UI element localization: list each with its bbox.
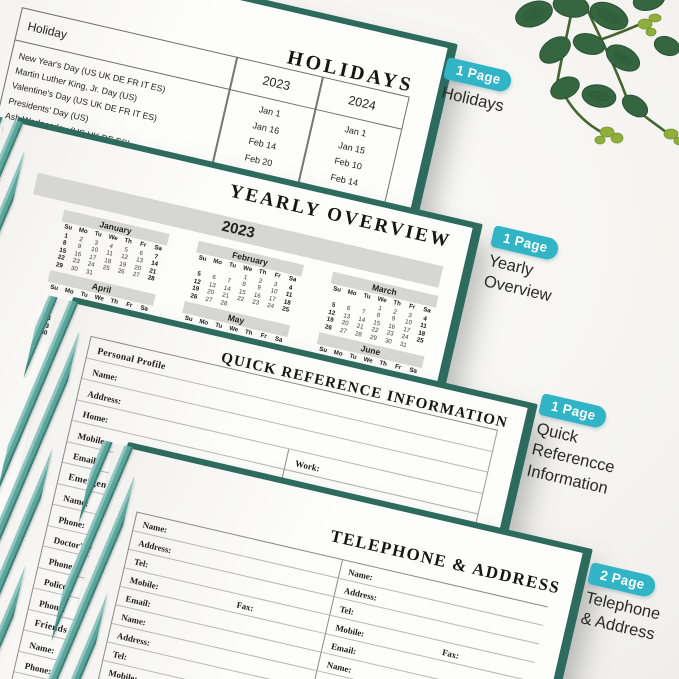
badge-label: Quick Referencce Information (525, 419, 617, 498)
badge-telephone-address: 2 Page Telephone & Address (577, 562, 669, 647)
field-label: Mobile: (107, 667, 139, 679)
field-label: Tel: (338, 603, 356, 617)
field-label: Name: (91, 367, 119, 383)
field-label: Mobile: (334, 622, 366, 639)
badge-label: Telephone & Address (579, 588, 663, 645)
eucalyptus-plant (515, 0, 679, 146)
telephone-table: Name: Address: Tel: Mobile: Fax: Email: Name: A… (46, 511, 548, 679)
field-label: Work: (294, 458, 321, 474)
badge-quick-reference: 1 Page Quick Referencce Information (523, 393, 627, 500)
fax-label: Fax: (235, 599, 255, 614)
field-label: Home: (81, 409, 110, 425)
field-label: Tel: (133, 556, 150, 570)
field-label: Name: (347, 566, 374, 583)
fax-label: Fax: (441, 647, 461, 661)
field-label: Tel: (111, 649, 129, 662)
field-label: Name: (120, 611, 147, 628)
field-label: Name: (325, 659, 353, 675)
field-label: Email: (124, 593, 152, 609)
field-label: Name: (141, 519, 169, 535)
field-label: Mobile: (128, 574, 160, 592)
badge-yearly-overview: 1 Page Yearly Overview (480, 225, 564, 308)
field-label: Email: (330, 640, 358, 657)
